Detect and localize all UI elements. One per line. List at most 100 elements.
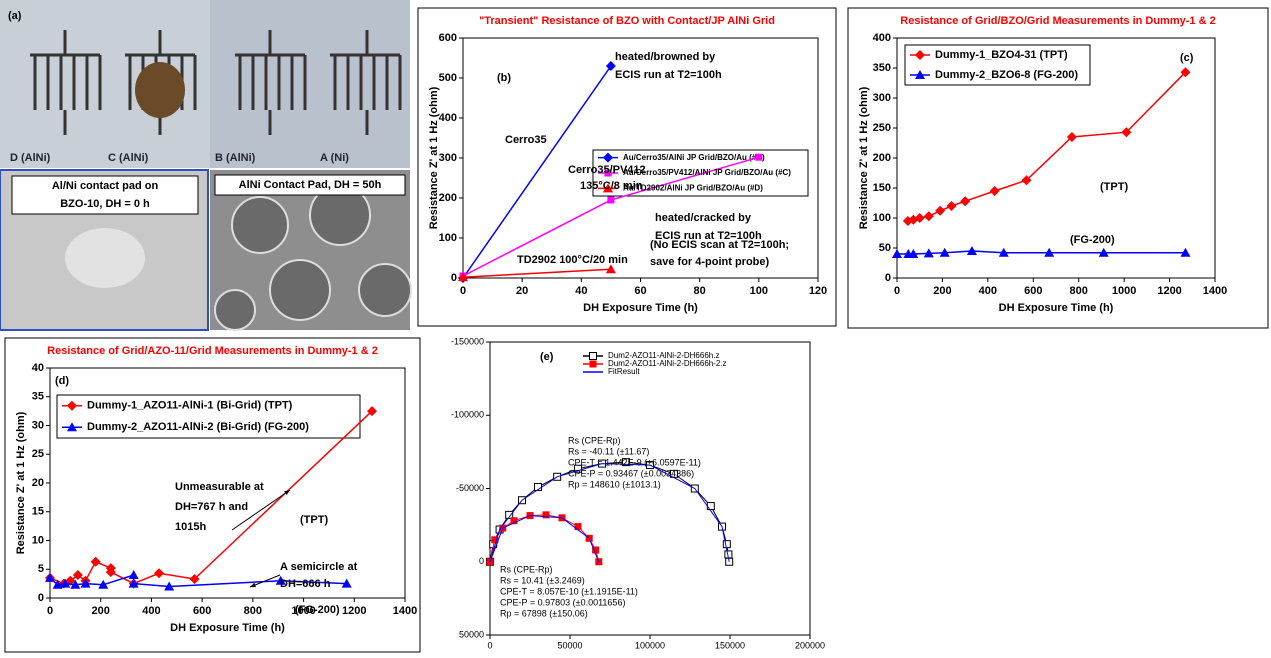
marker xyxy=(575,523,582,530)
x-tick-label: 100000 xyxy=(635,640,665,650)
y-tick-label: 30 xyxy=(32,419,44,431)
series-line xyxy=(490,515,599,562)
x-tick-label: 400 xyxy=(979,285,997,297)
y-tick-label: 250 xyxy=(873,122,891,134)
legend-marker xyxy=(590,353,597,360)
annotation: CPE-T = 8.057E-10 (±1.1915E-11) xyxy=(500,586,638,596)
caption: BZO-10, DH = 0 h xyxy=(60,198,150,210)
y-tick-label: 500 xyxy=(439,72,457,84)
annotation: Rs (CPE-Rp) xyxy=(500,564,553,574)
glare xyxy=(65,228,145,288)
x-tick-label: 1000 xyxy=(1112,285,1136,297)
x-tick-label: 600 xyxy=(1024,285,1042,297)
x-tick-label: 200 xyxy=(933,285,951,297)
y-tick-label: 0 xyxy=(38,592,44,604)
x-tick-label: 100 xyxy=(750,285,768,297)
y-tick-label: 15 xyxy=(32,506,44,518)
chart-title: "Transient" Resistance of BZO with Conta… xyxy=(479,15,775,27)
y-tick-label: 0 xyxy=(885,272,891,284)
y-axis-label: Resistance Z' at 1 Hz (ohm) xyxy=(428,86,440,229)
y-axis-label: Resistance Z' at 1 Hz (ohm) xyxy=(858,86,870,229)
x-tick-label: 60 xyxy=(634,285,646,297)
y-tick-label: 50000 xyxy=(459,629,484,639)
x-tick-label: 800 xyxy=(244,605,262,617)
marker xyxy=(723,541,730,548)
annotation: (d) xyxy=(55,375,69,387)
x-tick-label: 0 xyxy=(460,285,466,297)
y-tick-label: 150 xyxy=(873,182,891,194)
x-tick-label: 150000 xyxy=(715,640,745,650)
marker xyxy=(755,154,762,161)
annotation: Cerro35 xyxy=(505,134,547,146)
legend-label: Au/TD2902/AlNi JP Grid/BZO/Au (#D) xyxy=(623,183,763,192)
caption: AlNi Contact Pad, DH = 50h xyxy=(239,179,382,191)
annotation: TD2902 100°C/20 min xyxy=(517,254,628,266)
y-tick-label: -50000 xyxy=(456,483,484,493)
legend-label: Dummy-2_AZO11-AlNi-2 (Bi-Grid) (FG-200) xyxy=(87,421,309,433)
annotation: (FG-200) xyxy=(1070,234,1115,246)
legend-label: Au/Cerro35/AlNi JP Grid/BZO/Au (#B) xyxy=(623,153,765,162)
annotation: DH=666 h xyxy=(280,578,331,590)
y-tick-label: 25 xyxy=(32,448,44,460)
y-tick-label: 0 xyxy=(451,272,457,284)
annotation: (TPT) xyxy=(300,514,328,526)
annotation: DH=767 h and xyxy=(175,501,248,513)
sample-label: C (AlNi) xyxy=(108,152,149,164)
chart: 050000100000150000200000500000-50000-100… xyxy=(451,336,825,650)
y-tick-label: 350 xyxy=(873,62,891,74)
x-tick-label: 800 xyxy=(1070,285,1088,297)
annotation: (c) xyxy=(1180,52,1194,64)
annotation: 1015h xyxy=(175,521,206,533)
x-axis-label: DH Exposure Time (h) xyxy=(170,622,285,634)
y-tick-label: 40 xyxy=(32,362,44,374)
annotation: CPE-P = 0.93467 (±0.0034386) xyxy=(568,468,694,478)
legend-marker xyxy=(590,361,597,368)
y-tick-label: 400 xyxy=(439,112,457,124)
annotation: Rp = 148610 (±1013.1) xyxy=(568,479,661,489)
x-tick-label: 400 xyxy=(142,605,160,617)
y-tick-label: 5 xyxy=(38,563,44,575)
annotation: (TPT) xyxy=(1100,181,1128,193)
annotation: A semicircle at xyxy=(280,561,358,573)
marker xyxy=(607,197,614,204)
x-axis-label: DH Exposure Time (h) xyxy=(999,302,1114,314)
x-tick-label: 200 xyxy=(92,605,110,617)
y-tick-label: 200 xyxy=(439,192,457,204)
y-tick-label: 10 xyxy=(32,534,44,546)
x-tick-label: 40 xyxy=(575,285,587,297)
annotation: CPE-P = 0.97803 (±0.0011656) xyxy=(500,597,625,607)
legend-label: Au/Cerro35/PV412/AlNi JP Grid/BZO/Au (#C… xyxy=(623,168,791,177)
x-tick-label: 120 xyxy=(809,285,827,297)
x-tick-label: 0 xyxy=(47,605,53,617)
chart-title: Resistance of Grid/BZO/Grid Measurements… xyxy=(900,15,1215,27)
x-tick-label: 1400 xyxy=(393,605,417,617)
chart: 0200400600800100012001400051015202530354… xyxy=(5,338,420,652)
annotation: CPE-T = 1.442E-9 (±6.0597E-11) xyxy=(568,457,701,467)
figure: (a) D (AlNi) C (AlNi) B (AlNi) A (Ni) Al… xyxy=(0,0,1271,658)
legend-label: FitResult xyxy=(608,367,640,376)
annotation: (e) xyxy=(540,351,554,363)
x-tick-label: 50000 xyxy=(557,640,582,650)
x-tick-label: 1200 xyxy=(1157,285,1181,297)
y-tick-label: 100 xyxy=(439,232,457,244)
legend-label: Dummy-1_BZO4-31 (TPT) xyxy=(935,49,1068,61)
y-tick-label: 200 xyxy=(873,152,891,164)
y-tick-label: -100000 xyxy=(451,410,484,420)
annotation: (b) xyxy=(497,72,511,84)
annotation: heated/browned by xyxy=(615,51,716,63)
sample-label: D (AlNi) xyxy=(10,152,51,164)
annotation: Rs = 10.41 (±3.2469) xyxy=(500,575,585,585)
y-axis-label: Resistance Z' at 1 Hz (ohm) xyxy=(15,411,27,554)
burn-mark xyxy=(135,62,185,118)
panel-label: (a) xyxy=(8,10,22,22)
annotation: Cerro35/PV412 xyxy=(568,164,646,176)
y-tick-label: 20 xyxy=(32,477,44,489)
annotation: save for 4-point probe) xyxy=(650,256,770,268)
y-tick-label: 300 xyxy=(439,152,457,164)
x-tick-label: 20 xyxy=(516,285,528,297)
sample-label: B (AlNi) xyxy=(215,152,256,164)
sample-label: A (Ni) xyxy=(320,152,349,164)
x-tick-label: 600 xyxy=(193,605,211,617)
annotation: (FG-200) xyxy=(295,604,340,616)
